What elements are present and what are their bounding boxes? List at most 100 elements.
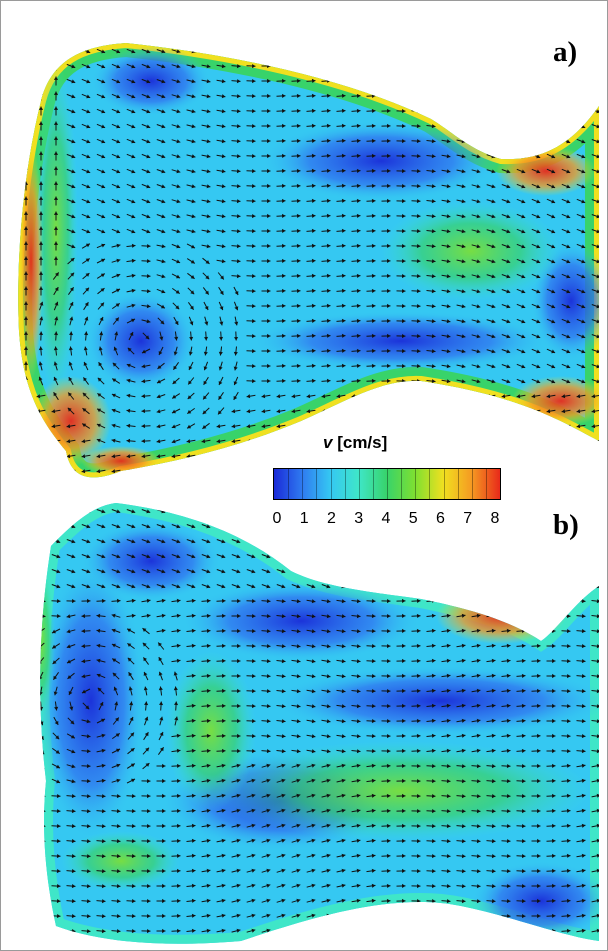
velocity-vector-head xyxy=(191,688,196,693)
velocity-vector-head xyxy=(386,838,391,843)
velocity-vector-head xyxy=(71,899,76,904)
velocity-vector-head xyxy=(446,584,451,589)
velocity-vector-head xyxy=(206,184,211,189)
velocity-vector-head xyxy=(356,78,361,83)
velocity-vector-head xyxy=(146,169,151,174)
velocity-vector-head xyxy=(356,153,361,158)
velocity-vector-head xyxy=(417,779,421,784)
velocity-vector-head xyxy=(173,365,178,370)
velocity-vector-head xyxy=(83,361,88,366)
velocity-vector-head xyxy=(521,643,526,648)
velocity-vector-head xyxy=(567,734,571,739)
velocity-vector xyxy=(516,615,526,617)
velocity-vector-head xyxy=(552,733,556,739)
velocity-vector-head xyxy=(446,169,451,174)
velocity-vector xyxy=(591,64,599,68)
velocity-vector-head xyxy=(371,78,376,83)
velocity-vector-head xyxy=(146,109,151,114)
velocity-vector-head xyxy=(129,701,134,706)
velocity-vector-head xyxy=(116,869,121,874)
velocity-vector-head xyxy=(282,348,286,353)
velocity-vector-head xyxy=(387,198,391,203)
velocity-vector-head xyxy=(371,303,376,308)
velocity-vector-head xyxy=(71,779,76,784)
velocity-vector-head xyxy=(581,898,586,903)
velocity-vector-head xyxy=(281,704,286,709)
velocity-vector-head xyxy=(446,364,451,369)
velocity-vector-head xyxy=(566,109,571,114)
velocity-vector-head xyxy=(596,259,599,264)
velocity-vector-head xyxy=(402,139,406,144)
velocity-vector-head xyxy=(576,424,581,429)
velocity-vector-head xyxy=(111,454,116,459)
velocity-vector-head xyxy=(446,319,451,324)
velocity-vector-head xyxy=(221,169,226,174)
velocity-vector-head xyxy=(402,628,406,633)
velocity-vector-head xyxy=(23,256,29,260)
velocity-vector-head xyxy=(461,184,466,189)
velocity-vector-head xyxy=(516,409,521,414)
velocity-vector-head xyxy=(461,244,466,249)
velocity-vector-head xyxy=(86,854,91,859)
velocity-vector-head xyxy=(281,734,286,739)
velocity-vector xyxy=(351,454,361,458)
velocity-vector-head xyxy=(551,554,556,559)
velocity-vector-head xyxy=(267,303,271,309)
velocity-vector-head xyxy=(416,64,421,69)
velocity-vector-head xyxy=(282,243,286,248)
velocity-vector-head xyxy=(506,764,511,769)
velocity-vector-head xyxy=(116,184,121,189)
velocity-vector-head xyxy=(162,868,166,874)
velocity-vector-head xyxy=(417,929,421,934)
velocity-vector-head xyxy=(142,628,147,632)
velocity-vector xyxy=(456,124,466,128)
velocity-vector-head xyxy=(221,778,226,783)
velocity-vector-head xyxy=(431,613,436,618)
velocity-vector-head xyxy=(96,673,101,678)
velocity-vector-head xyxy=(85,705,90,710)
velocity-vector-head xyxy=(101,824,106,829)
velocity-vector xyxy=(546,108,556,114)
velocity-vector-head xyxy=(461,718,466,723)
velocity-vector-head xyxy=(311,318,316,323)
velocity-vector xyxy=(471,64,481,68)
velocity-vector-head xyxy=(341,123,346,128)
velocity-vector-head xyxy=(23,271,29,275)
velocity-vector xyxy=(471,454,481,458)
velocity-vector xyxy=(591,645,599,647)
velocity-vector-head xyxy=(402,658,406,663)
velocity-vector xyxy=(261,539,271,543)
velocity-vector-head xyxy=(176,554,181,559)
velocity-vector xyxy=(127,946,136,947)
velocity-vector xyxy=(501,615,511,617)
velocity-vector xyxy=(516,569,526,573)
velocity-vector-head xyxy=(387,108,391,113)
velocity-vector xyxy=(336,409,346,413)
velocity-vector-head xyxy=(402,928,406,933)
velocity-vector-head xyxy=(191,584,196,589)
velocity-vector-head xyxy=(53,46,59,50)
velocity-vector-head xyxy=(537,928,541,934)
velocity-vector-head xyxy=(461,839,466,844)
velocity-vector-head xyxy=(551,289,556,294)
colorbar-division xyxy=(288,469,290,499)
velocity-vector xyxy=(201,509,211,513)
velocity-vector-head xyxy=(402,703,406,708)
velocity-vector-head xyxy=(276,439,281,444)
velocity-vector-head xyxy=(387,659,391,664)
velocity-vector-head xyxy=(536,79,541,84)
velocity-vector-head xyxy=(386,913,391,918)
velocity-vector-head xyxy=(566,124,571,129)
velocity-vector-head xyxy=(267,378,271,384)
velocity-vector-head xyxy=(491,839,496,844)
velocity-vector-head xyxy=(55,272,59,277)
velocity-vector-head xyxy=(356,539,361,544)
velocity-vector xyxy=(531,108,541,114)
velocity-vector xyxy=(351,554,361,558)
velocity-vector-head xyxy=(581,539,586,544)
velocity-vector-head xyxy=(356,288,361,293)
velocity-vector-head xyxy=(326,599,331,604)
velocity-vector-head xyxy=(176,524,181,529)
velocity-vector-head xyxy=(521,79,526,84)
velocity-vector-head xyxy=(551,274,556,279)
